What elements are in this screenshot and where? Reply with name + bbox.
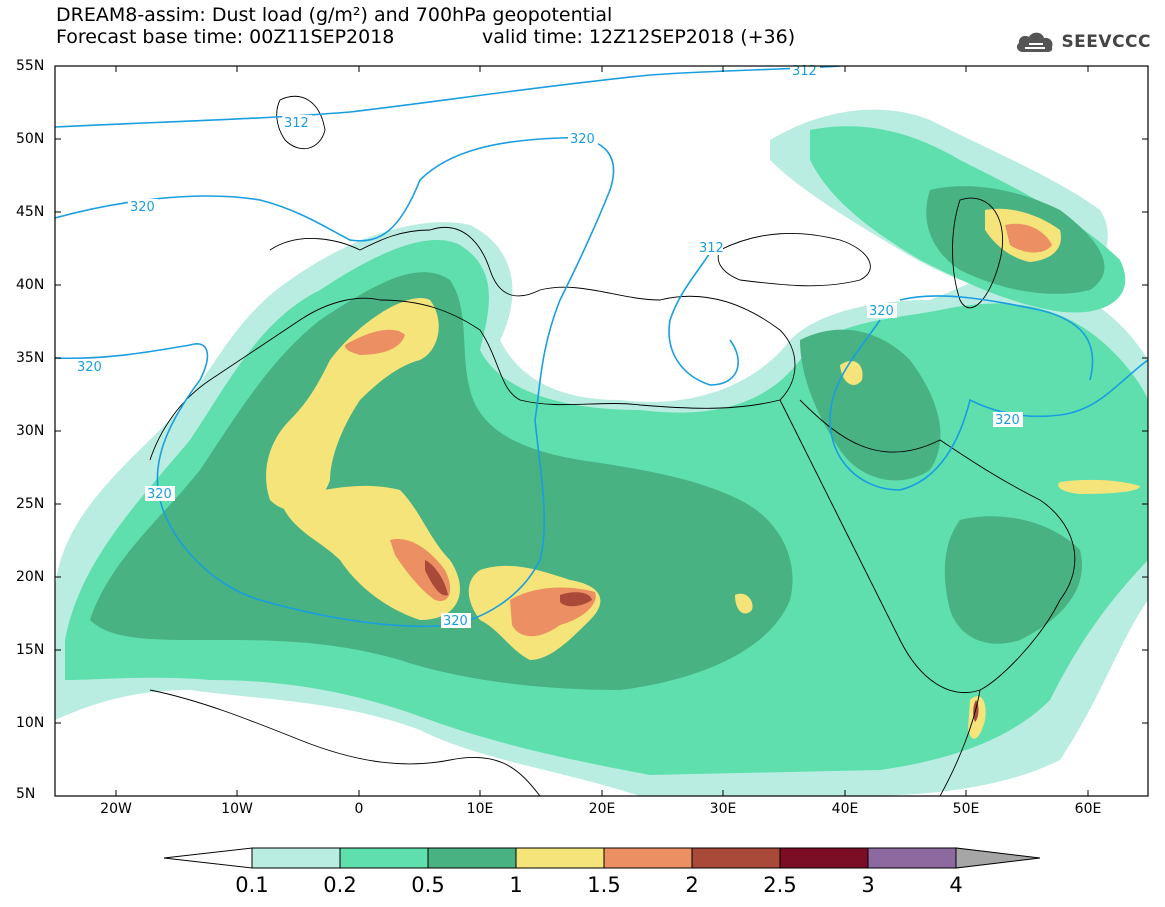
coastline-iberia-europe xyxy=(269,226,541,297)
contour-312-east xyxy=(668,244,739,386)
dust-band-2 xyxy=(425,560,448,596)
lon-label: 20E xyxy=(588,801,616,817)
coastline-somalia xyxy=(939,689,981,796)
lat-label: 40N xyxy=(16,277,45,293)
coastline-red-sea xyxy=(779,399,981,693)
dust-band-1.5 xyxy=(1005,223,1052,253)
contour-label: 320 xyxy=(77,360,102,375)
colorbar-swatch xyxy=(867,847,957,869)
colorbar-swatch xyxy=(251,847,341,869)
contour-320-east xyxy=(829,319,1148,491)
lon-label: 20W xyxy=(100,801,132,817)
map-title: DREAM8-assim: Dust load (g/m²) and 700hP… xyxy=(56,4,613,26)
lat-label: 45N xyxy=(16,204,45,220)
lon-label: 10E xyxy=(466,801,494,817)
colorbar-label: 2.5 xyxy=(763,873,797,897)
contour-label: 320 xyxy=(869,304,894,319)
contour-label: 320 xyxy=(443,614,468,629)
coastline-north-africa xyxy=(379,299,781,409)
colorbar-label: 4 xyxy=(949,873,963,897)
colorbar-over-triangle xyxy=(955,847,1041,869)
dust-band-2 xyxy=(560,592,592,607)
geopotential-contours xyxy=(55,66,1148,628)
logo: SEEVCCC xyxy=(1013,28,1151,56)
contour-320-northeast xyxy=(899,295,1094,381)
lat-label: 15N xyxy=(16,642,45,658)
logo-text: SEEVCCC xyxy=(1061,32,1151,52)
colorbar-swatch xyxy=(691,847,781,869)
lon-label: 30E xyxy=(709,801,737,817)
colorbar-under-triangle xyxy=(163,847,253,869)
contour-320-north xyxy=(55,137,615,628)
coastlines xyxy=(149,95,1076,796)
lat-label: 30N xyxy=(16,423,45,439)
colorbar-label: 1 xyxy=(509,873,523,897)
lat-label: 55N xyxy=(16,58,45,74)
colorbar-swatch xyxy=(779,847,869,869)
colorbar-swatch xyxy=(515,847,605,869)
colorbar-label: 1.5 xyxy=(587,873,621,897)
lat-label: 25N xyxy=(16,496,45,512)
colorbar-label: 0.2 xyxy=(323,873,357,897)
dust-band-0.5 xyxy=(800,329,941,481)
contour-label: 320 xyxy=(130,200,155,215)
contour-label: 312 xyxy=(284,116,309,131)
valid-time: valid time: 12Z12SEP2018 (+36) xyxy=(482,26,796,48)
colorbar-swatch xyxy=(603,847,693,869)
colorbar-label: 3 xyxy=(861,873,875,897)
lon-label: 50E xyxy=(952,801,980,817)
lat-label: 35N xyxy=(16,350,45,366)
dust-band-1.5 xyxy=(345,329,405,355)
coastline-mediterranean xyxy=(539,286,796,401)
dust-band-1 xyxy=(266,298,439,511)
colorbar-swatch xyxy=(339,847,429,869)
contour-312-north xyxy=(55,66,841,128)
dust-band-0.5 xyxy=(90,272,793,690)
lon-label: 0 xyxy=(354,801,364,817)
colorbar-label: 0.1 xyxy=(235,873,269,897)
contour-label: 320 xyxy=(995,413,1020,428)
dust-load-field xyxy=(55,109,1148,796)
dust-band-1 xyxy=(735,593,753,614)
contour-labels: 312 312 320 320 312 320 320 320 320 320 xyxy=(75,63,1023,629)
coastline-gulf-guinea xyxy=(149,689,541,796)
dust-band-0.5 xyxy=(944,516,1082,644)
coastline-west-africa xyxy=(149,297,381,461)
lat-label: 50N xyxy=(16,131,45,147)
contour-label: 312 xyxy=(699,241,724,256)
colorbar-swatch xyxy=(427,847,517,869)
cloud-icon xyxy=(1017,32,1053,52)
lat-label: 20N xyxy=(16,569,45,585)
dust-band-1 xyxy=(840,360,863,385)
lon-label: 40E xyxy=(831,801,859,817)
dust-band-1 xyxy=(280,485,460,620)
contour-label: 320 xyxy=(147,487,172,502)
forecast-base-time: Forecast base time: 00Z11SEP2018 xyxy=(56,26,395,48)
coastline-britain xyxy=(276,95,326,150)
colorbar-label: 2 xyxy=(685,873,699,897)
dust-band-1 xyxy=(1058,479,1140,494)
lat-label: 10N xyxy=(16,715,45,731)
lon-label: 60E xyxy=(1074,801,1102,817)
coastline-caspian xyxy=(952,197,1004,309)
colorbar-label: 0.5 xyxy=(411,873,445,897)
lon-label: 10W xyxy=(221,801,253,817)
coastline-arabia xyxy=(799,399,1076,691)
coastline-black-sea xyxy=(717,232,871,287)
contour-label: 320 xyxy=(570,132,595,147)
contour-label: 312 xyxy=(792,64,817,79)
lat-label: 5N xyxy=(16,786,36,802)
colorbar xyxy=(163,847,1041,869)
axis-ticks xyxy=(55,65,1148,797)
